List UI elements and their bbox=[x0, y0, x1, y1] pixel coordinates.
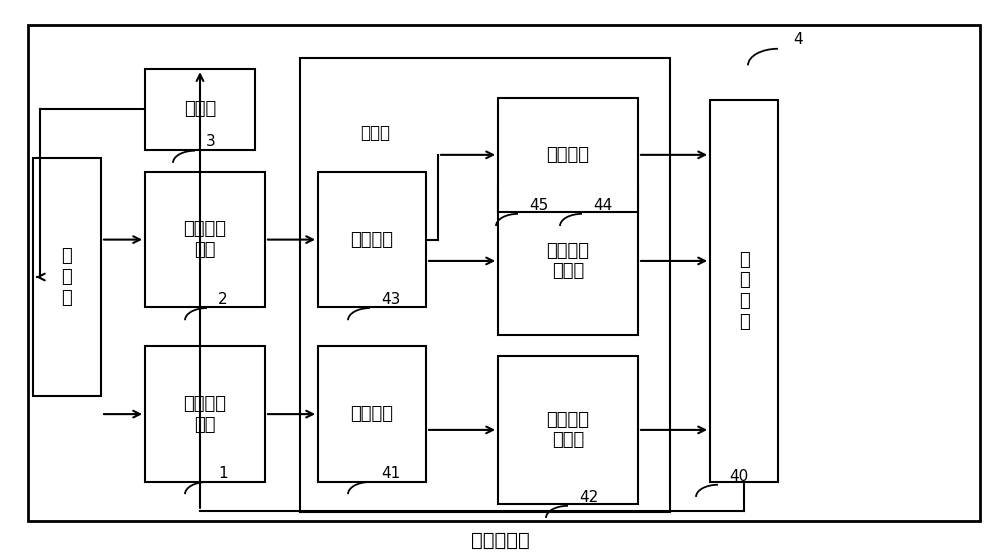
Text: 3: 3 bbox=[206, 135, 216, 150]
Bar bbox=[318, 172, 426, 307]
Text: 40: 40 bbox=[729, 469, 748, 484]
Text: 数字示波器: 数字示波器 bbox=[471, 531, 529, 550]
Text: 鉴相模块: 鉴相模块 bbox=[547, 146, 590, 164]
Text: 主
控
模
块: 主 控 模 块 bbox=[739, 250, 749, 331]
Bar bbox=[498, 187, 638, 335]
Text: 41: 41 bbox=[381, 466, 400, 481]
Text: 第二前端
模块: 第二前端 模块 bbox=[184, 220, 226, 259]
Text: 第一前端
模块: 第一前端 模块 bbox=[184, 394, 226, 434]
Bar bbox=[300, 58, 670, 512]
Text: 有效值检
波模块: 有效值检 波模块 bbox=[547, 411, 590, 449]
Bar bbox=[145, 346, 265, 482]
Bar bbox=[28, 25, 980, 521]
Bar bbox=[710, 100, 778, 482]
Text: 43: 43 bbox=[381, 292, 400, 307]
Text: 选频模块: 选频模块 bbox=[351, 230, 394, 249]
Text: 选频模块: 选频模块 bbox=[351, 405, 394, 423]
Bar bbox=[498, 356, 638, 504]
Text: 42: 42 bbox=[579, 490, 598, 505]
Text: 信号源: 信号源 bbox=[184, 100, 216, 119]
Text: 有效值检
波模块: 有效值检 波模块 bbox=[547, 242, 590, 280]
Bar bbox=[498, 98, 638, 212]
Text: 处理器: 处理器 bbox=[360, 124, 390, 142]
Text: 1: 1 bbox=[218, 466, 228, 481]
Text: 45: 45 bbox=[529, 198, 548, 213]
Text: 被
测
件: 被 测 件 bbox=[62, 247, 72, 307]
Text: 4: 4 bbox=[793, 32, 803, 47]
Bar bbox=[145, 172, 265, 307]
Text: 44: 44 bbox=[593, 198, 612, 213]
Text: 2: 2 bbox=[218, 292, 228, 307]
Bar bbox=[145, 69, 255, 150]
Bar bbox=[318, 346, 426, 482]
Bar bbox=[33, 158, 101, 396]
